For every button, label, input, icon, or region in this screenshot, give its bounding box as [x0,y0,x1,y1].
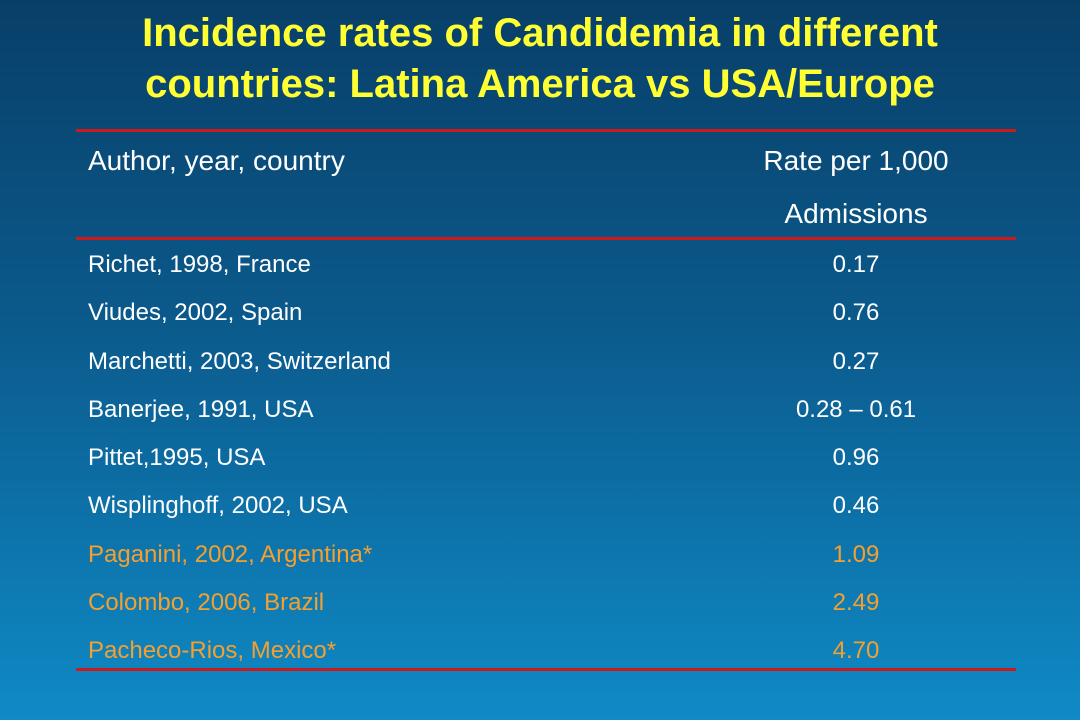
table-row-latin-america: Colombo, 2006, Brazil 2.49 [76,580,1016,628]
table-row: Marchetti, 2003, Switzerland 0.27 [76,339,1016,387]
rate-cell: 1.09 [832,540,880,568]
column-header-rate: Rate per 1,000 [763,145,949,176]
author-cell: Colombo, 2006, Brazil [88,589,325,617]
table-row-latin-america: Pacheco-Rios, Mexico* 4.70 [76,628,1016,676]
table-row: Pittet,1995, USA 0.96 [76,435,1016,483]
table-row: Richet, 1998, France 0.17 [76,242,1016,290]
author-cell: Marchetti, 2003, Switzerland [88,347,391,375]
table-row-latin-america: Paganini, 2002, Argentina* 1.09 [76,532,1016,580]
author-cell: Pacheco-Rios, Mexico* [88,637,337,665]
table-body: Richet, 1998, France 0.17 Viudes, 2002, … [76,242,1016,677]
author-cell: Paganini, 2002, Argentina* [88,540,373,568]
rate-cell: 0.46 [832,492,880,520]
column-header-author: Author, year, country [88,145,345,176]
rate-cell: 0.28 – 0.61 [795,395,917,423]
table-top-rule [76,129,1016,132]
rate-cell: 0.17 [832,251,880,278]
author-cell: Banerjee, 1991, USA [88,395,314,423]
column-header-rate-unit: Admissions [784,198,928,229]
table-row: Viudes, 2002, Spain 0.76 [76,290,1016,338]
table-row: Wisplinghoff, 2002, USA 0.46 [76,483,1016,531]
author-cell: Richet, 1998, France [88,251,311,278]
author-cell: Pittet,1995, USA [88,444,266,472]
title-line-1: Incidence rates of Candidemia in differe… [142,11,938,55]
title-line-2: countries: Latina America vs USA/Europe [145,62,935,106]
author-cell: Viudes, 2002, Spain [88,299,303,327]
rate-cell: 0.96 [832,444,880,472]
table-row: Banerjee, 1991, USA 0.28 – 0.61 [76,387,1016,435]
slide-title: Incidence rates of Candidemia in differe… [40,8,1040,110]
table-header-rule [76,237,1016,240]
author-cell: Wisplinghoff, 2002, USA [88,492,348,520]
rate-cell: 0.27 [832,347,880,375]
rate-cell: 4.70 [832,637,880,665]
rate-cell: 0.76 [832,299,880,327]
table-bottom-rule [76,668,1016,671]
rate-cell: 2.49 [832,589,880,617]
